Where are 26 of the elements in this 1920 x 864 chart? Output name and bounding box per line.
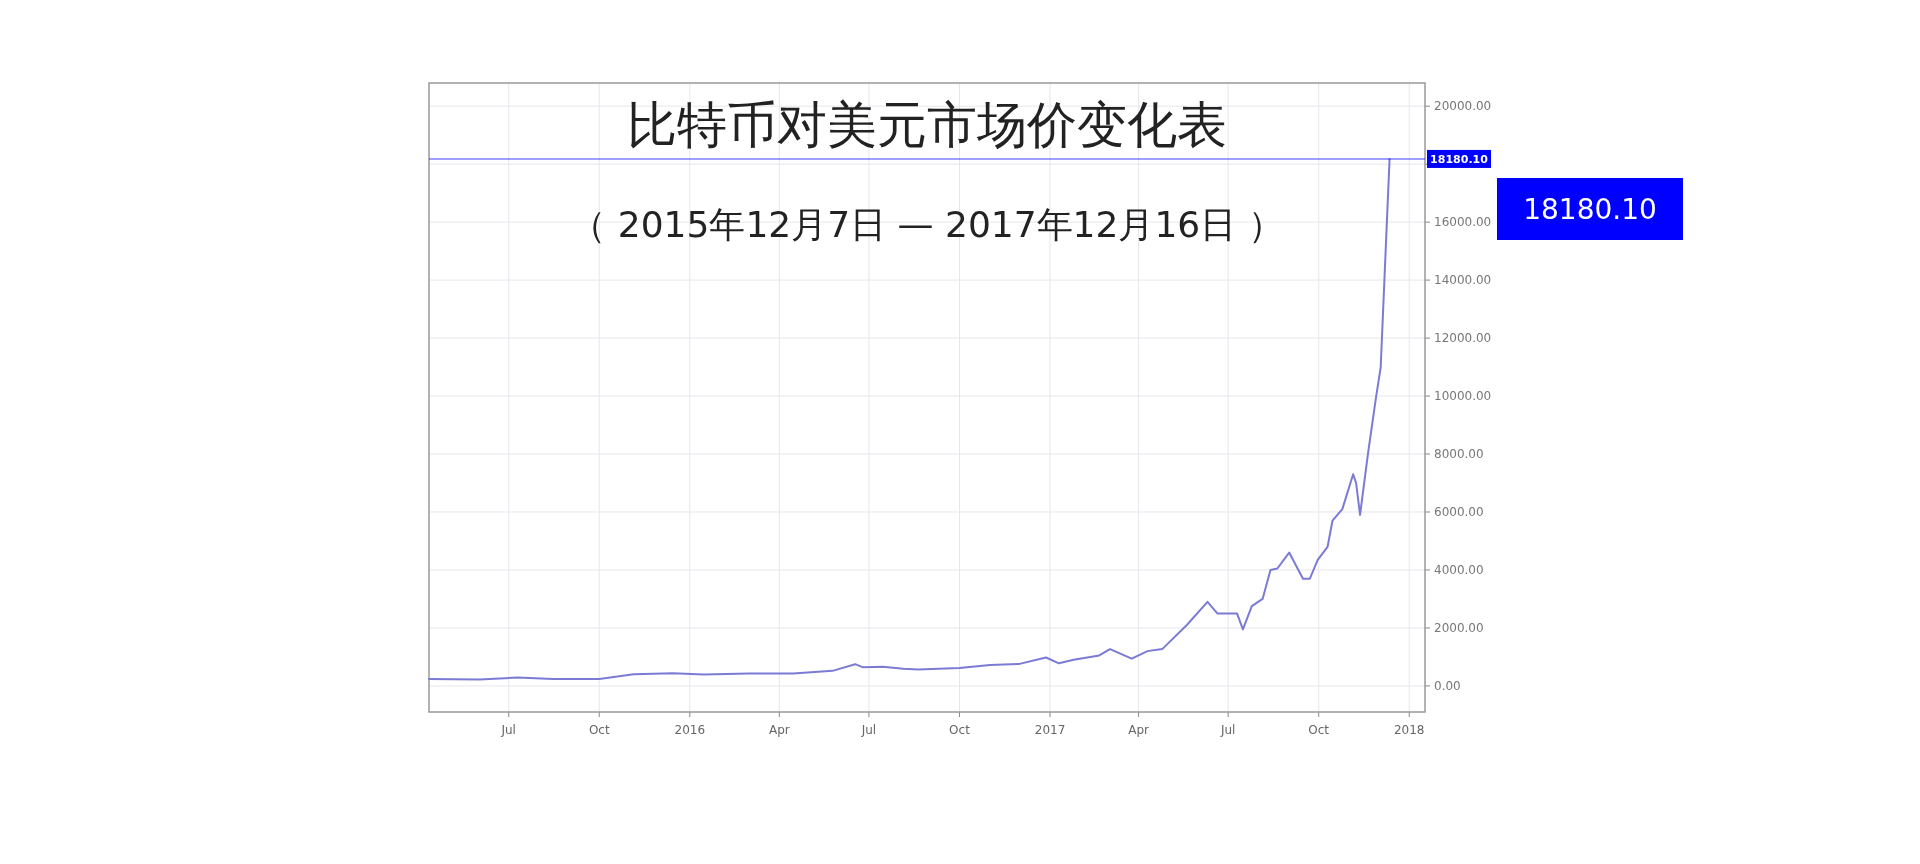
x-tick-label: Oct <box>1308 723 1330 737</box>
y-tick-label: 10000.00 <box>1434 389 1492 404</box>
y-tick-label: 16000.00 <box>1434 215 1492 230</box>
x-tick-label: 2016 <box>674 723 706 737</box>
y-tick-label: 2000.00 <box>1434 620 1484 635</box>
text: （ 2015年12月7日 — 2017年12月16日 ） <box>570 204 1284 245</box>
y-tick-label: 8000.00 <box>1434 447 1484 462</box>
y-tick-label: 12000.00 <box>1434 331 1492 346</box>
ref-line-label: 18180.10 <box>1430 152 1489 166</box>
x-tick-label: Apr <box>1128 723 1150 737</box>
x-tick-label: Jul <box>500 723 516 737</box>
chart-title: 比特币对美元市场价变化表 <box>627 96 1227 154</box>
y-tick-label: 0.00 <box>1434 678 1461 693</box>
x-tick-label: 2017 <box>1034 723 1066 737</box>
x-tick-label: Oct <box>949 723 971 737</box>
y-tick-label: 4000.00 <box>1434 562 1484 577</box>
y-tick-label: 14000.00 <box>1434 273 1492 288</box>
line-series <box>428 157 1391 681</box>
x-tick-label: 2018 <box>1393 723 1425 737</box>
x-tick-label: Apr <box>768 723 790 737</box>
x-tick-label: Jul <box>860 723 877 737</box>
x-tick-label: Jul <box>1219 723 1236 737</box>
y-tick-label: 20000.00 <box>1434 99 1492 114</box>
x-tick-label: Oct <box>588 723 610 737</box>
text: 18180.10 <box>1523 193 1657 226</box>
y-tick-label: 6000.00 <box>1434 505 1484 519</box>
